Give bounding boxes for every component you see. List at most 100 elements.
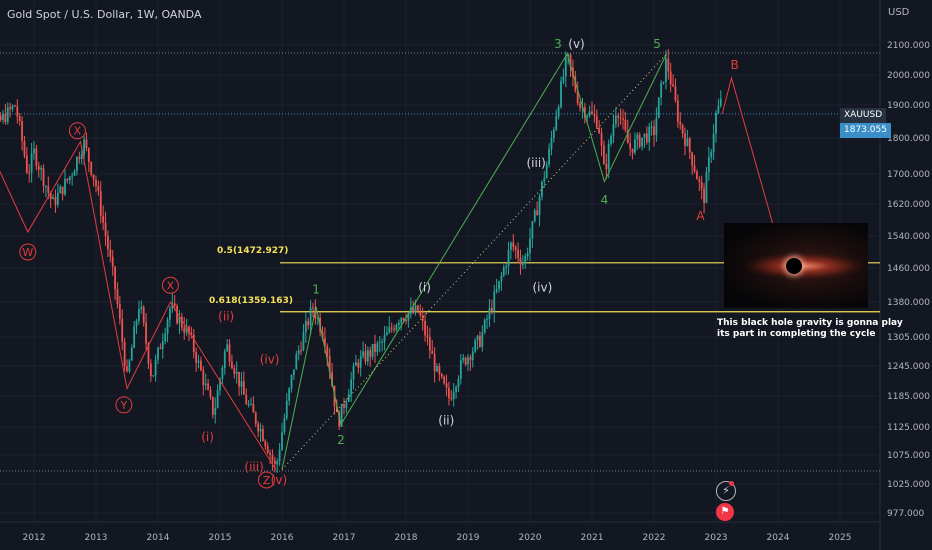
candle-body [331, 371, 333, 386]
symbol-label: XAUUSD [840, 108, 887, 123]
x-tick-label: 2015 [209, 533, 232, 543]
candle-body [555, 116, 558, 130]
candle-body [33, 148, 35, 154]
candle-body [710, 151, 713, 158]
candle-body [185, 326, 188, 333]
annotation-note: This black hole gravity is gonna play it… [717, 318, 917, 340]
candle-body [459, 360, 462, 379]
candle-body [73, 170, 76, 176]
candle-body [6, 107, 9, 123]
candle-body [123, 341, 126, 367]
y-tick-label: 1125.000 [887, 423, 930, 433]
wave-label-green: 1 [312, 283, 320, 297]
candle-body [603, 145, 605, 165]
wave-label-red: X [167, 279, 175, 292]
candle-body [560, 81, 562, 107]
candle-body [133, 326, 136, 348]
candle-body [469, 357, 472, 361]
candle-body [431, 350, 434, 354]
candle-body [288, 388, 291, 401]
candle-body [295, 354, 298, 370]
candle-body [533, 210, 536, 222]
accretion-disc [744, 253, 864, 279]
candle-body [679, 121, 682, 125]
candle-body [471, 351, 474, 361]
x-tick-label: 2025 [829, 533, 852, 543]
candle-body [362, 351, 364, 357]
candle-body [111, 256, 114, 267]
candle-body [428, 337, 431, 351]
candle-body [445, 383, 448, 388]
annotation-line-1: This black hole gravity is gonna play [717, 318, 903, 328]
candle-body [221, 368, 224, 380]
candle-body [266, 446, 269, 453]
y-tick-label: 1025.000 [887, 480, 930, 490]
candle-body [414, 305, 417, 313]
candle-body [562, 76, 565, 82]
candle-body [548, 148, 550, 165]
candle-body [307, 321, 310, 326]
candle-body [2, 114, 4, 121]
candle-body [324, 338, 326, 346]
x-tick-label: 2012 [23, 533, 46, 543]
candle-body [388, 327, 391, 333]
candle-body [145, 322, 147, 344]
wave-label-red: (iv) [260, 353, 280, 367]
candle-body [557, 106, 560, 117]
candle-body [514, 247, 517, 250]
lightning-icon[interactable]: ⚡ [716, 481, 736, 501]
candle-body [440, 373, 443, 377]
candle-body [350, 379, 353, 395]
candle-body [152, 375, 155, 377]
y-tick-label: 1800.000 [887, 134, 930, 144]
wave-label-red: A [696, 209, 705, 223]
candle-body [269, 452, 271, 455]
candle-body [343, 404, 345, 408]
wave-label-red: Z [263, 474, 271, 487]
candle-body [443, 376, 446, 384]
wave-label-green: 5 [653, 37, 661, 51]
wave-label-red-circle [161, 276, 179, 294]
candle-body [357, 362, 360, 368]
candle-body [231, 361, 233, 369]
candle-body [467, 357, 469, 365]
annotation-line-2: its part in completing the cycle [717, 329, 876, 339]
candle-body [660, 82, 663, 98]
wave-label-green: 3 [554, 37, 562, 51]
candle-body [359, 356, 362, 368]
y-tick-label: 1700.000 [887, 170, 930, 180]
candle-body [395, 325, 398, 331]
candle-body [696, 171, 698, 180]
fib-label-0-5: 0.5(1472.927) [217, 246, 289, 256]
candle-body [624, 119, 627, 131]
candle-body [583, 107, 586, 118]
candle-body [576, 90, 579, 104]
candle-body [569, 54, 572, 68]
candle-body [164, 333, 167, 342]
candle-body [614, 115, 617, 124]
wave-label-red-circle [115, 396, 133, 414]
candle-body [283, 418, 286, 433]
candle-body [402, 318, 405, 321]
candle-body [273, 460, 276, 465]
candle-body [61, 186, 64, 195]
candle-body [240, 381, 243, 387]
candle-body [510, 242, 512, 251]
candle-body [226, 344, 229, 351]
candle-body [209, 389, 212, 398]
candle-body [700, 181, 703, 189]
candle-body [498, 281, 500, 289]
candle-body [579, 103, 581, 108]
y-tick-label: 1245.000 [887, 362, 930, 372]
candle-body [405, 320, 407, 322]
black-hole-image [724, 223, 868, 308]
candle-body [104, 222, 107, 236]
candle-body [99, 191, 102, 216]
x-tick-label: 2018 [395, 533, 418, 543]
candle-body [665, 58, 667, 82]
candle-body [35, 148, 38, 167]
candle-body [30, 153, 33, 173]
calendar-flag-icon[interactable]: ⚑ [716, 503, 734, 521]
candle-body [550, 138, 553, 149]
